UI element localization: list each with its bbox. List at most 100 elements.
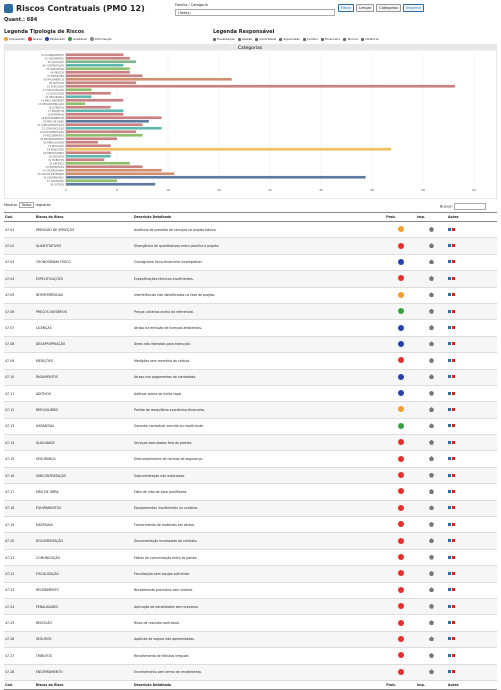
column-header[interactable]: Imp. xyxy=(416,679,447,690)
edit-button[interactable] xyxy=(447,276,451,280)
edit-button[interactable] xyxy=(447,588,451,592)
delete-button[interactable] xyxy=(451,342,455,346)
delete-button[interactable] xyxy=(451,670,455,674)
edit-button[interactable] xyxy=(447,309,451,313)
cell-risk: PAGAMENTOS xyxy=(34,369,134,386)
delete-button[interactable] xyxy=(451,309,455,313)
delete-button[interactable] xyxy=(451,227,455,231)
edit-button[interactable] xyxy=(447,407,451,411)
edit-button[interactable] xyxy=(447,473,451,477)
column-header[interactable]: Cod. xyxy=(4,679,35,690)
x-tick-label: 48 xyxy=(370,188,374,192)
edit-button[interactable] xyxy=(447,375,451,379)
edit-button[interactable] xyxy=(447,571,451,575)
edit-button[interactable] xyxy=(447,440,451,444)
legend-icon xyxy=(302,37,306,41)
prob-icon xyxy=(397,406,404,413)
table-row: 47-04 ESPECIFICAÇÕES Especificações técnic… xyxy=(4,270,497,288)
edit-button[interactable] xyxy=(447,244,451,248)
delete-button[interactable] xyxy=(451,244,455,248)
cell-risk: CRONOGRAMA FÍSICO xyxy=(34,254,134,272)
edit-button[interactable] xyxy=(447,637,451,641)
column-header[interactable]: Descrição Detalhada xyxy=(133,212,386,222)
edit-button[interactable] xyxy=(447,342,451,346)
cell-impact xyxy=(416,385,447,403)
column-header[interactable]: Imp. xyxy=(416,212,447,222)
length-select[interactable]: Todos xyxy=(18,202,35,208)
cell-actions xyxy=(446,450,497,468)
edit-button[interactable] xyxy=(447,260,451,264)
cell-impact xyxy=(416,450,447,468)
delete-button[interactable] xyxy=(451,407,455,411)
delete-button[interactable] xyxy=(451,260,455,264)
delete-button[interactable] xyxy=(451,358,455,362)
y-tick-label: 32 JURÍDICO xyxy=(49,162,64,165)
edit-button[interactable] xyxy=(447,653,451,657)
edit-button[interactable] xyxy=(447,506,451,510)
edit-button[interactable] xyxy=(447,621,451,625)
delete-button[interactable] xyxy=(451,506,455,510)
delete-button[interactable] xyxy=(451,522,455,526)
delete-button[interactable] xyxy=(451,457,455,461)
edit-button[interactable] xyxy=(447,391,451,395)
cell-prob xyxy=(385,385,417,403)
button[interactable]: Limpar xyxy=(356,4,375,12)
delete-button[interactable] xyxy=(451,571,455,575)
delete-button[interactable] xyxy=(451,391,455,395)
delete-button[interactable] xyxy=(451,293,455,297)
impact-icon xyxy=(428,554,434,560)
edit-button[interactable] xyxy=(447,555,451,559)
length-control[interactable]: Mostrar Todos registros xyxy=(4,202,51,208)
edit-button[interactable] xyxy=(447,489,451,493)
delete-button[interactable] xyxy=(451,555,455,559)
button[interactable]: Imprimir xyxy=(403,4,425,12)
delete-button[interactable] xyxy=(451,424,455,428)
edit-button[interactable] xyxy=(447,604,451,608)
bar xyxy=(66,165,143,169)
cell-code: 47-09 xyxy=(4,352,35,370)
legend-icon xyxy=(279,37,283,41)
column-header[interactable]: Riscos do Risco xyxy=(34,212,134,222)
x-tick-label: 56 xyxy=(421,188,425,192)
column-header[interactable]: Prob. xyxy=(385,212,417,222)
y-tick-label: 34 CRONOGRAMA xyxy=(43,169,65,172)
edit-button[interactable] xyxy=(447,539,451,543)
cell-actions xyxy=(446,385,497,403)
legend-label: Gestão xyxy=(241,37,253,41)
cell-impact xyxy=(416,369,447,386)
delete-button[interactable] xyxy=(451,539,455,543)
edit-button[interactable] xyxy=(447,326,451,330)
delete-button[interactable] xyxy=(451,621,455,625)
edit-button[interactable] xyxy=(447,522,451,526)
delete-button[interactable] xyxy=(451,653,455,657)
delete-button[interactable] xyxy=(451,276,455,280)
edit-button[interactable] xyxy=(447,358,451,362)
edit-button[interactable] xyxy=(447,670,451,674)
column-header[interactable]: Cod. xyxy=(4,212,35,222)
delete-button[interactable] xyxy=(451,604,455,608)
delete-button[interactable] xyxy=(451,326,455,330)
search-label: Buscar: xyxy=(440,204,454,209)
edit-button[interactable] xyxy=(447,457,451,461)
y-tick-label: 15 DESAPROPRIAÇÃO xyxy=(38,103,64,106)
button[interactable]: Categorias xyxy=(376,4,402,12)
column-header[interactable]: Ações xyxy=(446,679,497,690)
delete-button[interactable] xyxy=(451,489,455,493)
search-box[interactable] xyxy=(454,203,487,210)
button[interactable]: Filtrar xyxy=(338,4,355,12)
column-header[interactable]: Descrição Detalhada xyxy=(133,679,386,690)
delete-button[interactable] xyxy=(451,473,455,477)
delete-button[interactable] xyxy=(451,588,455,592)
edit-button[interactable] xyxy=(447,293,451,297)
column-header[interactable]: Riscos do Risco xyxy=(34,679,134,690)
column-header[interactable]: Prob. xyxy=(385,679,417,690)
edit-button[interactable] xyxy=(447,227,451,231)
edit-button[interactable] xyxy=(447,424,451,428)
delete-button[interactable] xyxy=(451,375,455,379)
filter-select[interactable]: (Todas) xyxy=(175,9,335,16)
search[interactable]: Buscar: xyxy=(440,203,487,210)
delete-button[interactable] xyxy=(451,637,455,641)
delete-button[interactable] xyxy=(451,440,455,444)
table-row: 47-01 PREVISÃO DE SERVIÇOS Ausência de pre… xyxy=(4,221,497,239)
column-header[interactable]: Ações xyxy=(446,212,497,222)
